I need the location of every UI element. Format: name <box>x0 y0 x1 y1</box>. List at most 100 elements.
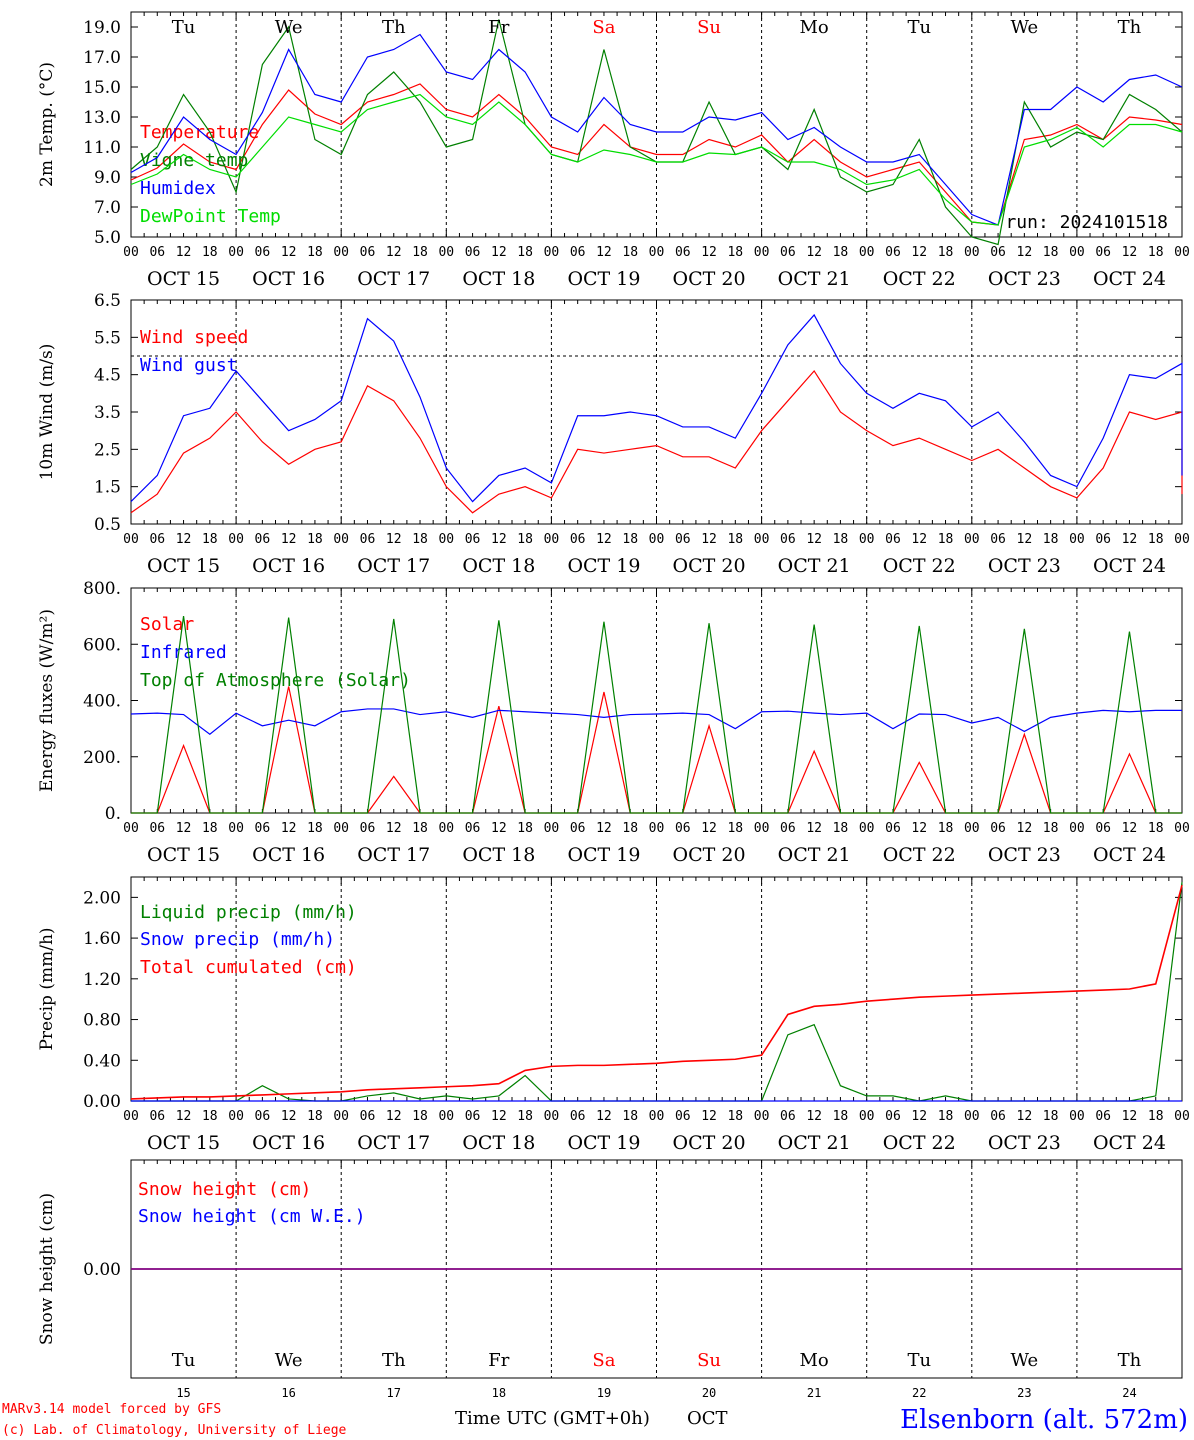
hour-label: 00 <box>859 532 875 547</box>
hour-label: 18 <box>412 821 428 836</box>
y-tick-label: 0.00 <box>83 1092 121 1112</box>
hour-label: 06 <box>570 1109 586 1124</box>
day-number: 24 <box>1122 1386 1136 1400</box>
hour-label: 00 <box>544 245 560 260</box>
date-label: OCT 20 <box>673 844 746 866</box>
day-label: Fr <box>488 1350 509 1371</box>
hour-label: 06 <box>990 1109 1006 1124</box>
day-label: We <box>275 1350 303 1371</box>
hour-label: 06 <box>465 532 481 547</box>
date-label: OCT 19 <box>567 268 640 290</box>
date-label: OCT 22 <box>883 555 956 577</box>
date-label: OCT 23 <box>988 844 1061 866</box>
date-label: OCT 21 <box>778 555 851 577</box>
hour-label: 18 <box>307 1109 323 1124</box>
hour-label: 12 <box>281 821 297 836</box>
hour-label: 18 <box>622 1109 638 1124</box>
hour-label: 06 <box>990 245 1006 260</box>
hour-label: 12 <box>491 1109 507 1124</box>
day-label: We <box>275 17 303 38</box>
hour-label: 12 <box>176 821 192 836</box>
hour-label: 18 <box>622 245 638 260</box>
hour-label: 00 <box>333 245 349 260</box>
hour-label: 06 <box>675 1109 691 1124</box>
y-tick-label: 13.0 <box>83 108 121 128</box>
hour-label: 06 <box>885 821 901 836</box>
hour-label: 12 <box>701 245 717 260</box>
day-label: Su <box>697 1350 721 1371</box>
hour-label: 06 <box>465 821 481 836</box>
legend-entry: Infrared <box>140 642 227 663</box>
date-label: OCT 18 <box>462 268 535 290</box>
hour-label: 06 <box>885 1109 901 1124</box>
date-label: OCT 15 <box>147 1132 220 1154</box>
day-label: Tu <box>907 1350 931 1371</box>
hour-label: 00 <box>649 1109 665 1124</box>
hour-label: 06 <box>675 821 691 836</box>
hour-label: 18 <box>202 532 218 547</box>
hour-label: 06 <box>465 1109 481 1124</box>
day-label: Th <box>1118 17 1142 38</box>
y-tick-label: 1.60 <box>83 929 121 949</box>
hour-label: 00 <box>649 532 665 547</box>
day-label: Su <box>697 17 721 38</box>
hour-label: 18 <box>517 532 533 547</box>
date-label: OCT 18 <box>462 555 535 577</box>
hour-label: 12 <box>1122 821 1138 836</box>
hour-label: 18 <box>1043 1109 1059 1124</box>
day-number: 18 <box>492 1386 506 1400</box>
hour-label: 06 <box>1095 245 1111 260</box>
hour-label: 18 <box>517 245 533 260</box>
day-number: 22 <box>912 1386 926 1400</box>
hour-label: 00 <box>228 1109 244 1124</box>
footer-month: OCT <box>687 1408 728 1429</box>
hour-label: 00 <box>964 532 980 547</box>
hour-label: 12 <box>176 532 192 547</box>
series-line-humidex <box>130 33 1183 226</box>
hour-label: 18 <box>517 1109 533 1124</box>
y-tick-label: 5.5 <box>94 328 121 348</box>
date-label: OCT 15 <box>147 844 220 866</box>
series-line-wind-gust <box>130 313 1183 503</box>
hour-label: 18 <box>833 821 849 836</box>
hour-label: 12 <box>596 821 612 836</box>
hour-label: 12 <box>701 821 717 836</box>
y-tick-label: 15.0 <box>83 78 121 98</box>
panel-2: 0.5 1.5 2.5 3.5 4.5 5.5 6.5 10m Wind (m/s) Wind … <box>37 291 1190 577</box>
date-label: OCT 23 <box>988 1132 1061 1154</box>
y-tick-label: 800. <box>83 579 121 599</box>
day-number: 20 <box>702 1386 716 1400</box>
hour-label: 12 <box>386 1109 402 1124</box>
y-tick-label: 1.5 <box>94 478 121 498</box>
date-label: OCT 24 <box>1093 268 1166 290</box>
hour-label: 18 <box>307 245 323 260</box>
hour-label: 06 <box>885 532 901 547</box>
hour-label: 06 <box>255 821 271 836</box>
hour-label: 06 <box>255 245 271 260</box>
hour-label: 12 <box>1122 532 1138 547</box>
hour-label: 00 <box>438 532 454 547</box>
hour-label: 00 <box>228 245 244 260</box>
hour-label: 12 <box>701 1109 717 1124</box>
hour-label: 18 <box>1043 245 1059 260</box>
hour-label: 06 <box>570 821 586 836</box>
date-label: OCT 17 <box>357 555 430 577</box>
hour-label: 00 <box>754 821 770 836</box>
hour-label: 18 <box>727 245 743 260</box>
hour-label: 18 <box>938 532 954 547</box>
date-label: OCT 19 <box>567 844 640 866</box>
hour-label: 12 <box>1017 1109 1033 1124</box>
footer-axis-title: Time UTC (GMT+0h) <box>455 1408 650 1429</box>
hour-label: 18 <box>412 1109 428 1124</box>
date-label: OCT 16 <box>252 844 325 866</box>
legend-entry: Temperature <box>140 122 259 143</box>
y-tick-label: 0. <box>105 804 121 824</box>
y-tick-label: 11.0 <box>83 138 121 158</box>
hour-label: 06 <box>780 821 796 836</box>
hour-label: 06 <box>149 245 165 260</box>
hour-label: 00 <box>438 1109 454 1124</box>
hour-label: 12 <box>911 1109 927 1124</box>
hour-label: 12 <box>911 821 927 836</box>
hour-label: 18 <box>727 821 743 836</box>
hour-label: 06 <box>1095 532 1111 547</box>
